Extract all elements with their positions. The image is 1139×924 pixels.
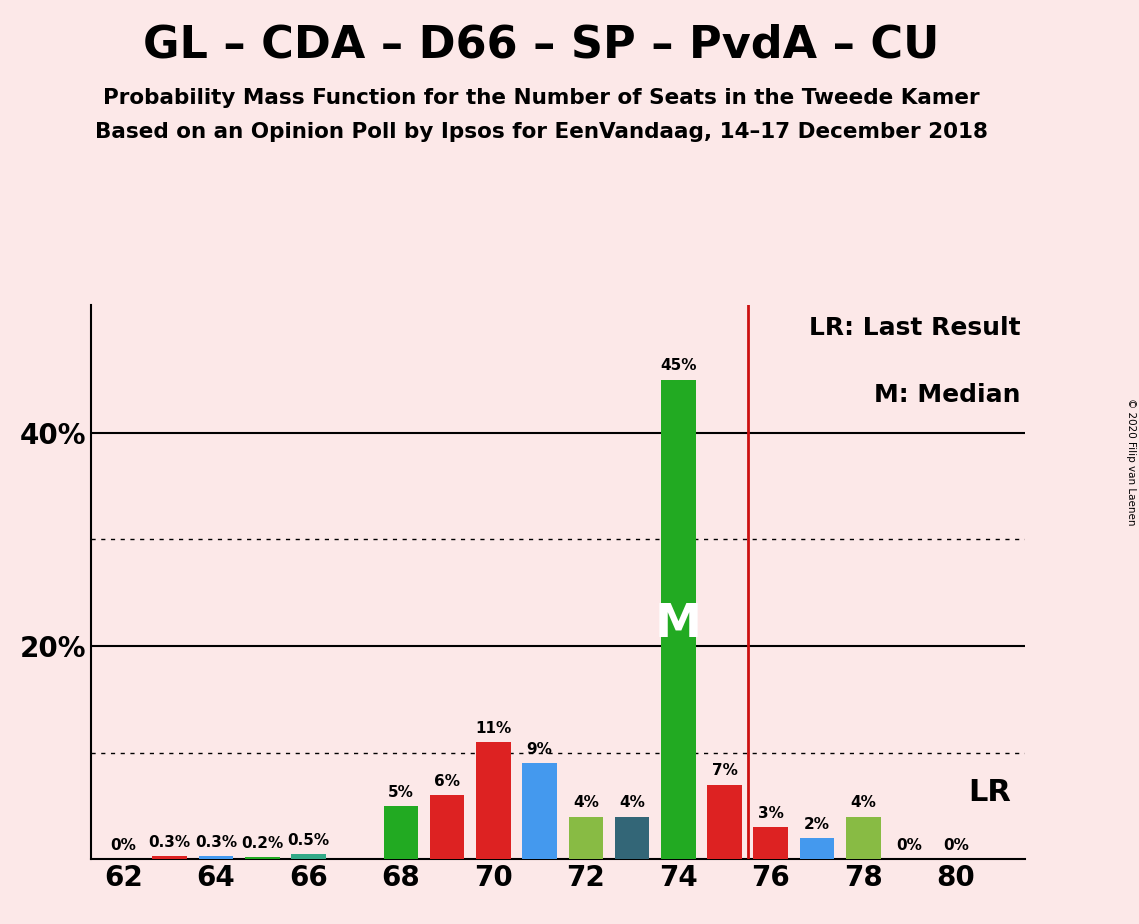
Text: 11%: 11% xyxy=(475,721,511,736)
Text: 0%: 0% xyxy=(943,838,968,853)
Text: 4%: 4% xyxy=(620,796,645,810)
Text: 7%: 7% xyxy=(712,763,737,778)
Text: GL – CDA – D66 – SP – PvdA – CU: GL – CDA – D66 – SP – PvdA – CU xyxy=(142,23,940,67)
Text: 2%: 2% xyxy=(804,817,830,832)
Text: 4%: 4% xyxy=(851,796,876,810)
Text: 0.3%: 0.3% xyxy=(195,834,237,850)
Text: 45%: 45% xyxy=(661,359,697,373)
Bar xyxy=(523,763,557,859)
Bar xyxy=(661,380,696,859)
Text: 0.5%: 0.5% xyxy=(287,833,329,847)
Text: M: M xyxy=(655,602,702,648)
Text: Based on an Opinion Poll by Ipsos for EenVandaag, 14–17 December 2018: Based on an Opinion Poll by Ipsos for Ee… xyxy=(95,122,988,142)
Text: LR: Last Result: LR: Last Result xyxy=(809,316,1021,340)
Bar xyxy=(476,742,510,859)
Text: Probability Mass Function for the Number of Seats in the Tweede Kamer: Probability Mass Function for the Number… xyxy=(103,88,980,108)
Text: LR: LR xyxy=(968,778,1011,808)
Text: 5%: 5% xyxy=(388,784,413,799)
Bar xyxy=(568,817,604,859)
Text: 0%: 0% xyxy=(896,838,923,853)
Text: 0%: 0% xyxy=(110,838,137,853)
Text: 4%: 4% xyxy=(573,796,599,810)
Text: M: Median: M: Median xyxy=(874,383,1021,407)
Bar xyxy=(429,796,465,859)
Bar xyxy=(615,817,649,859)
Text: 9%: 9% xyxy=(526,742,552,757)
Text: 6%: 6% xyxy=(434,774,460,789)
Bar xyxy=(754,827,788,859)
Bar xyxy=(245,857,279,859)
Text: 0.3%: 0.3% xyxy=(149,834,191,850)
Text: © 2020 Filip van Laenen: © 2020 Filip van Laenen xyxy=(1126,398,1136,526)
Bar xyxy=(707,784,741,859)
Bar xyxy=(800,838,835,859)
Text: 3%: 3% xyxy=(757,806,784,821)
Bar xyxy=(198,857,233,859)
Text: 0.2%: 0.2% xyxy=(241,836,284,851)
Bar xyxy=(153,857,187,859)
Bar xyxy=(384,806,418,859)
Bar xyxy=(846,817,880,859)
Bar xyxy=(292,854,326,859)
